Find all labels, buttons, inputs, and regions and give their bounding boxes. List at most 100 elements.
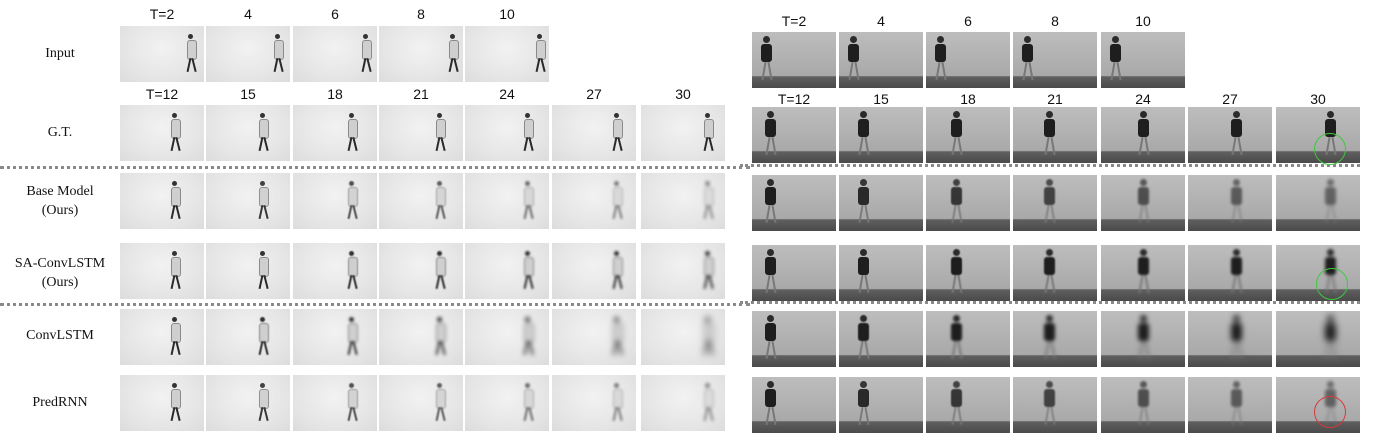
right-frame-image xyxy=(1276,311,1360,367)
right-frame-image xyxy=(752,175,836,231)
right-frame-image xyxy=(839,377,923,433)
left-frame-image xyxy=(641,243,725,299)
left-frame-image xyxy=(465,375,549,431)
right-frame-image xyxy=(1276,175,1360,231)
time-label: 10 xyxy=(1098,13,1188,29)
time-label: 10 xyxy=(462,6,552,22)
left-frame-image xyxy=(641,375,725,431)
time-label: 18 xyxy=(290,86,380,102)
right-frame-image xyxy=(1101,311,1185,367)
left-frame-image xyxy=(206,173,290,229)
right-frame-image xyxy=(1188,107,1272,163)
row-label-convlstm: ConvLSTM xyxy=(0,326,120,345)
right-frame-image xyxy=(839,107,923,163)
right-frame-image xyxy=(839,245,923,301)
right-frame-image xyxy=(1188,377,1272,433)
divider-left-upper xyxy=(0,166,750,169)
divider-right-upper xyxy=(740,164,1360,167)
left-frame-image xyxy=(379,243,463,299)
left-frame-image xyxy=(465,26,549,82)
time-label: 15 xyxy=(836,91,926,107)
time-label: 4 xyxy=(203,6,293,22)
time-label: T=2 xyxy=(749,13,839,29)
right-frame-image xyxy=(926,245,1010,301)
right-frame-image xyxy=(1013,245,1097,301)
right-frame-image xyxy=(752,107,836,163)
left-frame-image xyxy=(293,26,377,82)
left-frame-image xyxy=(293,173,377,229)
left-frame-image xyxy=(120,105,204,161)
right-frame-image xyxy=(1013,377,1097,433)
left-frame-image xyxy=(379,26,463,82)
right-frame-image xyxy=(926,175,1010,231)
time-label: T=12 xyxy=(749,91,839,107)
right-frame-image xyxy=(926,377,1010,433)
left-frame-image xyxy=(293,105,377,161)
left-frame-image xyxy=(206,375,290,431)
right-frame-image xyxy=(752,245,836,301)
left-frame-image xyxy=(293,375,377,431)
left-frame-image xyxy=(641,309,725,365)
divider-right-lower xyxy=(740,301,1360,304)
row-label-sa-convlstm: SA-ConvLSTM (Ours) xyxy=(0,254,120,292)
left-frame-image xyxy=(465,173,549,229)
left-frame-image xyxy=(206,243,290,299)
right-frame-image xyxy=(1013,311,1097,367)
right-frame-image xyxy=(926,107,1010,163)
right-frame-image xyxy=(1101,32,1185,88)
right-frame-image xyxy=(1013,107,1097,163)
left-frame-image xyxy=(379,173,463,229)
right-frame-image xyxy=(752,377,836,433)
right-frame-image xyxy=(926,32,1010,88)
right-frame-image xyxy=(839,32,923,88)
time-label: 27 xyxy=(549,86,639,102)
time-label: T=2 xyxy=(117,6,207,22)
right-frame-image xyxy=(1188,175,1272,231)
time-label: 24 xyxy=(462,86,552,102)
left-frame-image xyxy=(206,309,290,365)
left-frame-image xyxy=(552,105,636,161)
right-frame-image xyxy=(1013,175,1097,231)
time-label: T=12 xyxy=(117,86,207,102)
time-label: 8 xyxy=(376,6,466,22)
right-frame-image xyxy=(1013,32,1097,88)
right-frame-image xyxy=(839,311,923,367)
left-frame-image xyxy=(120,375,204,431)
left-frame-image xyxy=(641,173,725,229)
right-frame-image xyxy=(839,175,923,231)
left-frame-image xyxy=(552,309,636,365)
right-frame-image xyxy=(926,311,1010,367)
right-frame-image xyxy=(1101,107,1185,163)
time-label: 8 xyxy=(1010,13,1100,29)
time-label: 6 xyxy=(923,13,1013,29)
highlight-circle-sa-convlstm xyxy=(1316,268,1348,300)
highlight-circle-predrnn xyxy=(1314,396,1346,428)
right-frame-image xyxy=(1188,245,1272,301)
time-label: 6 xyxy=(290,6,380,22)
row-label-base-model: Base Model (Ours) xyxy=(0,182,120,220)
time-label: 21 xyxy=(1010,91,1100,107)
highlight-circle-gt xyxy=(1314,133,1346,165)
row-label-gt: G.T. xyxy=(0,123,120,142)
time-label: 30 xyxy=(1273,91,1363,107)
left-frame-image xyxy=(120,173,204,229)
left-frame-image xyxy=(379,309,463,365)
time-label: 21 xyxy=(376,86,466,102)
left-frame-image xyxy=(120,243,204,299)
right-frame-image xyxy=(752,311,836,367)
left-frame-image xyxy=(293,243,377,299)
right-frame-image xyxy=(752,32,836,88)
left-frame-image xyxy=(206,26,290,82)
time-label: 18 xyxy=(923,91,1013,107)
left-frame-image xyxy=(552,375,636,431)
left-frame-image xyxy=(465,105,549,161)
time-label: 30 xyxy=(638,86,728,102)
left-frame-image xyxy=(465,309,549,365)
time-label: 24 xyxy=(1098,91,1188,107)
right-frame-image xyxy=(1101,377,1185,433)
left-frame-image xyxy=(206,105,290,161)
time-label: 27 xyxy=(1185,91,1275,107)
left-frame-image xyxy=(552,173,636,229)
left-frame-image xyxy=(120,26,204,82)
divider-left-lower xyxy=(0,303,750,306)
